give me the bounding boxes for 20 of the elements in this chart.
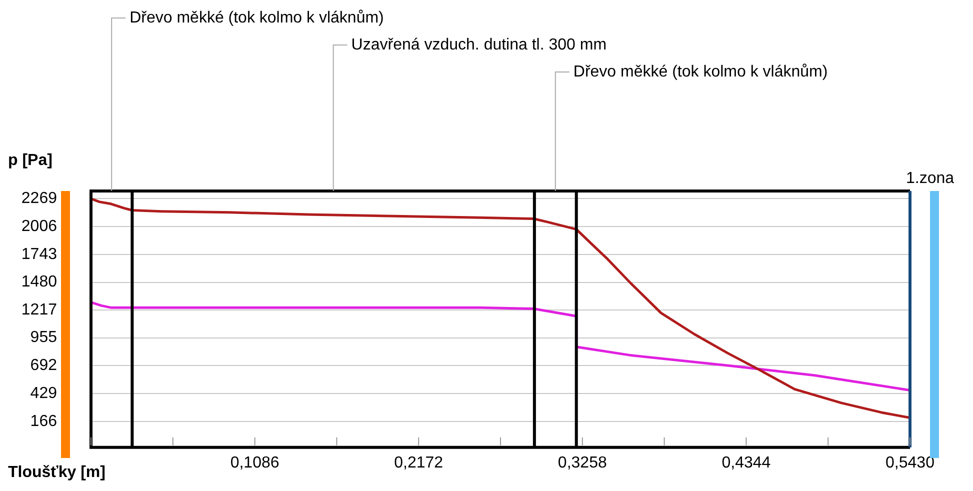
y-tick-label: 1743 bbox=[21, 246, 58, 263]
text: 1.zona bbox=[906, 170, 954, 188]
y-tick-label: 1217 bbox=[21, 302, 58, 318]
x-tick-label: 0,4344 bbox=[722, 454, 771, 472]
y-tick-label: 1480 bbox=[21, 274, 58, 291]
y-tick-label: 2006 bbox=[21, 218, 58, 235]
y-tick-label: 692 bbox=[30, 357, 58, 374]
x-tick-label: 0,1086 bbox=[230, 454, 280, 472]
x-tick-label: 0,2172 bbox=[394, 454, 444, 472]
y-tick-label: 955 bbox=[30, 329, 58, 346]
y-tick-label: 429 bbox=[30, 384, 58, 402]
text: Dřevo měkké (tok kolmo k vláknům) bbox=[573, 63, 828, 80]
x-tick-label: 0,5430 bbox=[886, 454, 935, 472]
x-tick-label: 0,3258 bbox=[558, 454, 607, 472]
y-axis-title: p [Pa] bbox=[8, 152, 52, 170]
x-axis-title: Tloušťky [m] bbox=[8, 464, 106, 482]
text: Dřevo měkké (tok kolmo k vláknům) bbox=[130, 9, 384, 26]
y-tick-label: 166 bbox=[30, 412, 58, 430]
y-tick-label: 2269 bbox=[21, 190, 58, 208]
text: Uzavřená vzduch. dutina tl. 300 mm bbox=[351, 36, 607, 54]
